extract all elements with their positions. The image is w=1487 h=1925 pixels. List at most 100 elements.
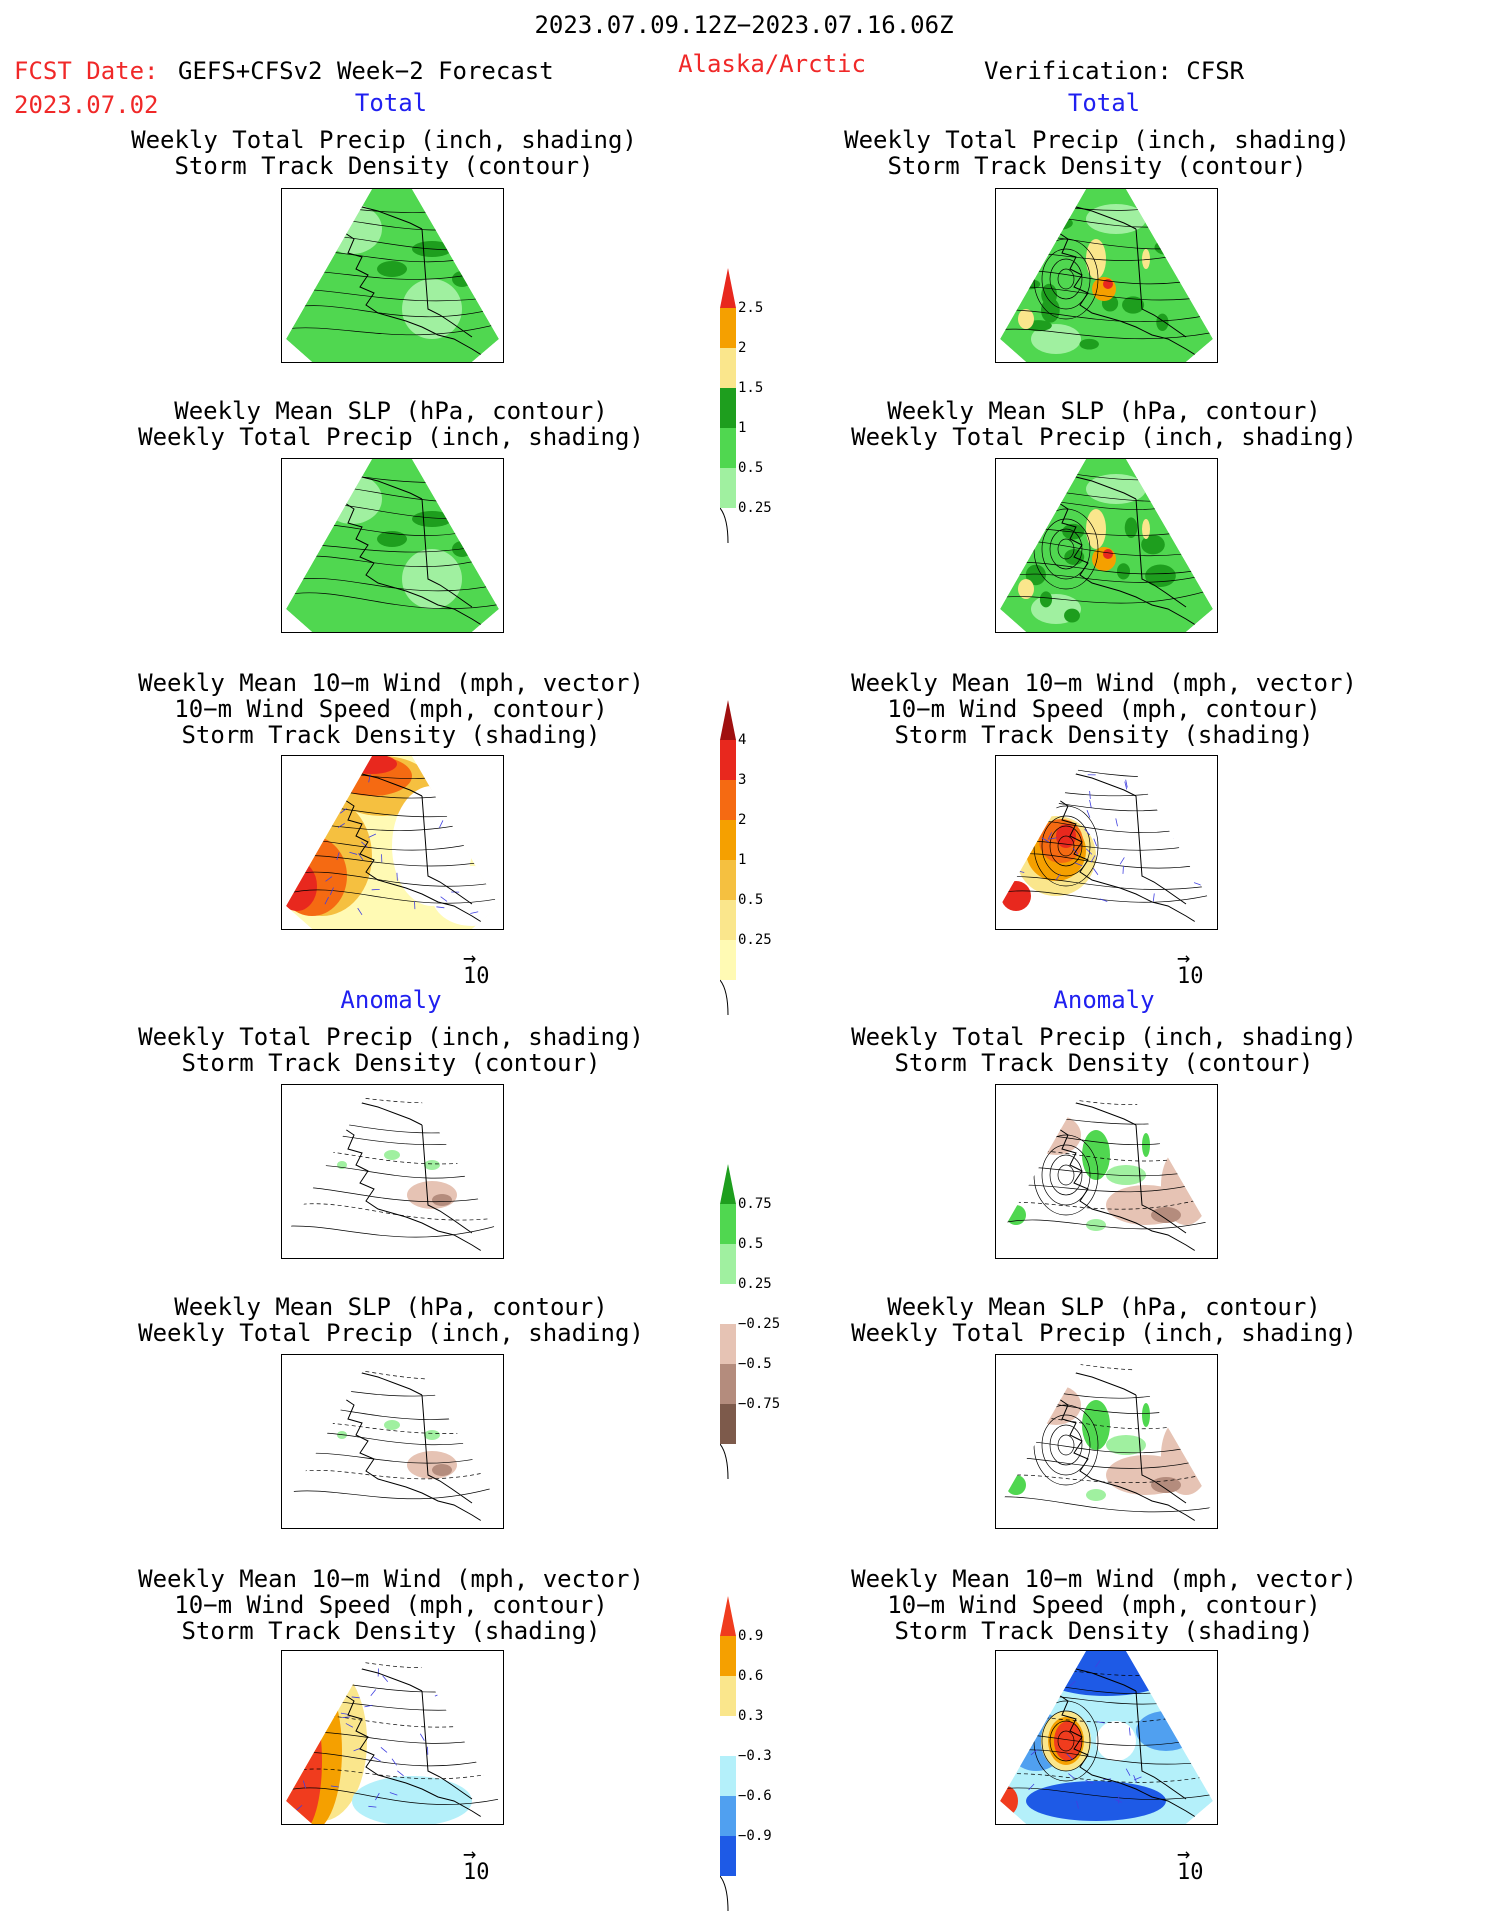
title-fcst-total-slp: Weekly Mean SLP (hPa, contour) Weekly Tot… <box>138 397 644 451</box>
arrow-right-icon: → <box>463 1842 477 1867</box>
colorbar-segment <box>720 1364 736 1404</box>
colorbar-tick-label: 1 <box>738 420 747 436</box>
map-fcst-total-slp <box>281 458 504 633</box>
colorbar-segment <box>720 468 736 508</box>
colorbar-graphic <box>719 268 736 544</box>
colorbar-tick-label: 0.5 <box>738 460 764 476</box>
colorbar-tick-label: 0.25 <box>738 932 772 948</box>
arrow-right-icon: → <box>463 946 477 971</box>
vector-ref-fcst-total: → 10 <box>463 946 490 988</box>
colorbar-top-arrow <box>720 700 736 740</box>
colorbar-tick-label: −0.3 <box>738 1748 772 1764</box>
colorbar-tick-label: 0.75 <box>738 1196 772 1212</box>
map-graphic <box>996 459 1217 632</box>
colorbar-segment <box>720 1796 736 1836</box>
map-graphic <box>996 756 1217 929</box>
colorbar-segment <box>720 1404 736 1444</box>
colorbar-tick-label: 0.5 <box>738 892 764 908</box>
colorbar-tick-label: 0.6 <box>738 1668 764 1684</box>
colorbar-segment <box>720 348 736 388</box>
colorbar-segment <box>720 1204 736 1244</box>
fcst-model: GEFS+CFSv2 Week−2 Forecast <box>178 57 554 85</box>
colorbar-tick-label: −0.9 <box>738 1828 772 1844</box>
date-range: 2023.07.09.12Z−2023.07.16.06Z <box>534 11 954 39</box>
colorbar-segment <box>720 388 736 428</box>
colorbar-segment <box>720 1716 736 1756</box>
map-graphic <box>996 189 1217 362</box>
colorbar-precip-anom: 0.75 0.5 0.25 −0.25 −0.5 −0.75 <box>719 1164 780 1488</box>
colorbar-tick-label: 0.5 <box>738 1236 764 1252</box>
colorbar-tick-label: 1.5 <box>738 380 764 396</box>
colorbar-tick-label: −0.25 <box>738 1316 781 1332</box>
colorbar-tail <box>719 979 729 1016</box>
vector-ref-verif-anom: → 10 <box>1177 1842 1204 1884</box>
colorbar-segment <box>720 428 736 468</box>
colorbar-tick-label: 0.9 <box>738 1628 764 1644</box>
colorbar-tick-label: 0.25 <box>738 1276 772 1292</box>
map-graphic <box>282 1085 503 1258</box>
colorbar-tail <box>719 1875 729 1912</box>
map-graphic <box>282 189 503 362</box>
colorbar-tick-label: 0.3 <box>738 1708 764 1724</box>
map-fcst-anom-slp <box>281 1354 504 1529</box>
colorbar-segment <box>720 820 736 860</box>
title-verif-anom-precip: Weekly Total Precip (inch, shading) Storm… <box>851 1023 1357 1077</box>
section-anomaly-left: Anomaly <box>340 986 442 1014</box>
map-graphic <box>996 1355 1217 1528</box>
vector-ref-verif-total: → 10 <box>1177 946 1204 989</box>
map-fcst-total-wind <box>281 755 504 930</box>
map-verif-anom-wind <box>995 1650 1218 1825</box>
section-total-left: Total <box>354 89 428 117</box>
colorbar-segment <box>720 740 736 780</box>
colorbar-segment <box>720 780 736 820</box>
section-anomaly-right: Anomaly <box>1053 986 1155 1014</box>
title-fcst-total-precip: Weekly Total Precip (inch, shading) Storm… <box>131 126 637 180</box>
vector-ref-label: 10 <box>463 1860 490 1885</box>
title-fcst-anom-precip: Weekly Total Precip (inch, shading) Storm… <box>138 1023 644 1077</box>
colorbar-segment <box>720 860 736 900</box>
vector-ref-label: 10 <box>1177 964 1204 989</box>
colorbar-precip-total: 2.5 2 1.5 1 0.5 0.25 <box>719 268 772 552</box>
colorbar-segment <box>720 1676 736 1716</box>
map-verif-anom-precip <box>995 1084 1218 1259</box>
vector-ref-fcst-anom: → 10 <box>463 1842 490 1885</box>
fcst-date-label: FCST Date: <box>14 57 159 85</box>
colorbar-storm-anom: 0.9 0.6 0.3 −0.3 −0.6 −0.9 <box>719 1596 772 1920</box>
colorbar-tick-label: 2 <box>738 812 747 828</box>
arrow-right-icon: → <box>1177 946 1191 971</box>
colorbar-tick-label: −0.75 <box>738 1396 781 1412</box>
arrow-right-icon: → <box>1177 1842 1191 1867</box>
map-verif-total-wind <box>995 755 1218 930</box>
colorbar-graphic <box>719 700 736 1016</box>
fcst-date: 2023.07.02 <box>14 91 159 119</box>
colorbar-segment <box>720 1244 736 1284</box>
map-graphic <box>282 459 503 632</box>
colorbar-segment <box>720 308 736 348</box>
title-fcst-anom-wind: Weekly Mean 10−m Wind (mph, vector) 10−m … <box>138 1565 644 1645</box>
colorbar-tick-label: 4 <box>738 732 747 748</box>
colorbar-tick-label: −0.5 <box>738 1356 772 1372</box>
section-total-right: Total <box>1067 89 1141 117</box>
map-graphic <box>282 1355 503 1528</box>
colorbar-segment <box>720 1284 736 1324</box>
colorbar-tail <box>719 507 729 544</box>
colorbar-top-arrow <box>720 268 736 308</box>
map-graphic <box>282 756 503 929</box>
title-fcst-anom-slp: Weekly Mean SLP (hPa, contour) Weekly Tot… <box>138 1293 644 1347</box>
map-graphic <box>996 1651 1217 1824</box>
colorbar-top-arrow <box>720 1596 736 1636</box>
colorbar-segment <box>720 940 736 980</box>
verification-label: Verification: CFSR <box>984 57 1245 85</box>
colorbar-segment <box>720 1636 736 1676</box>
map-fcst-total-precip <box>281 188 504 363</box>
map-fcst-anom-precip <box>281 1084 504 1259</box>
map-verif-total-precip <box>995 188 1218 363</box>
title-verif-total-slp: Weekly Mean SLP (hPa, contour) Weekly Tot… <box>851 397 1357 451</box>
colorbar-tick-label: 2 <box>738 340 747 356</box>
colorbar-tick-label: 3 <box>738 772 747 788</box>
map-verif-anom-slp <box>995 1354 1218 1529</box>
title-verif-total-precip: Weekly Total Precip (inch, shading) Storm… <box>844 126 1350 180</box>
colorbar-segment <box>720 1756 736 1796</box>
map-graphic <box>996 1085 1217 1258</box>
